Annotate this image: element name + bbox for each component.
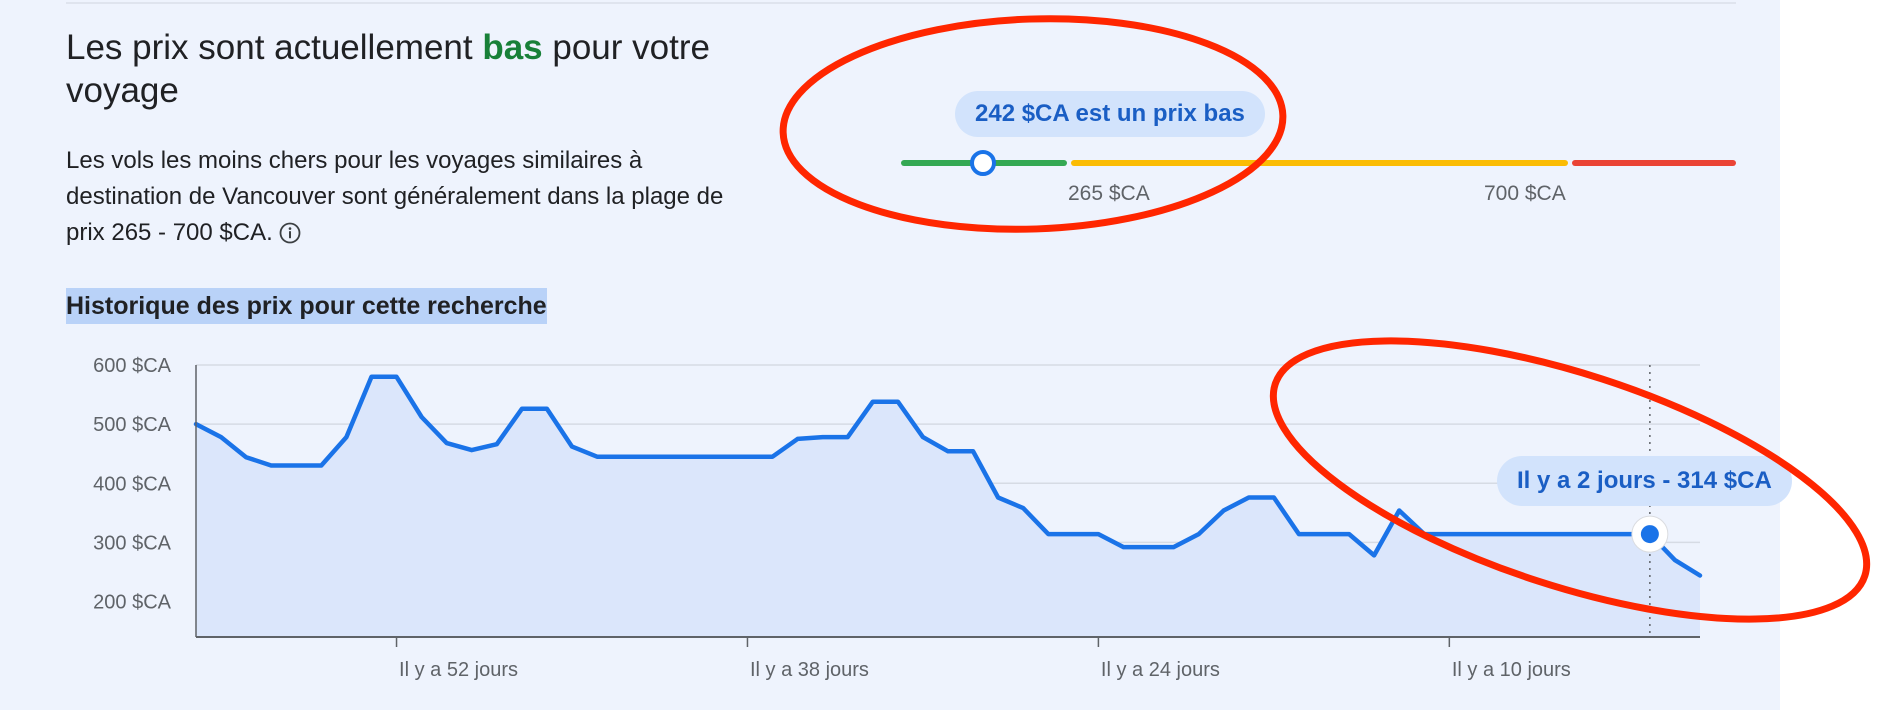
x-tick-label: Il y a 10 jours xyxy=(1452,659,1571,681)
price-range-description: Les vols les moins chers pour les voyage… xyxy=(66,143,726,251)
y-tick-label: 200 $CA xyxy=(93,592,171,614)
hover-point xyxy=(1640,525,1659,544)
divider xyxy=(66,2,1736,4)
headline-text: Les prix sont actuellement xyxy=(66,28,483,67)
y-tick-label: 400 $CA xyxy=(93,473,171,495)
x-tick-label: Il y a 38 jours xyxy=(750,659,869,681)
x-tick-label: Il y a 52 jours xyxy=(399,659,518,681)
y-tick-label: 500 $CA xyxy=(93,414,171,436)
x-tick-label: Il y a 24 jours xyxy=(1101,659,1220,681)
headline-price-level: bas xyxy=(482,28,543,67)
price-headline: Les prix sont actuellement bas pour votr… xyxy=(66,26,786,112)
price-history-title: Historique des prix pour cette recherche xyxy=(66,288,547,324)
price-history-chart[interactable]: 600 $CA 500 $CA 400 $CA 300 $CA 200 $CA Il y … xyxy=(0,0,1782,710)
chart-tooltip: Il y a 2 jours - 314 $CA xyxy=(1497,456,1792,506)
y-tick-label: 300 $CA xyxy=(93,532,171,554)
typical-price-range-bar xyxy=(1071,160,1568,166)
headline-text-end: pour votre voyage xyxy=(66,28,710,110)
high-price-range-bar xyxy=(1572,160,1736,166)
info-circle-icon[interactable] xyxy=(279,219,301,244)
y-tick-label: 600 $CA xyxy=(93,355,171,377)
high-threshold-label: 700 $CA xyxy=(1484,182,1566,205)
description-text: Les vols les moins chers pour les voyage… xyxy=(66,147,724,246)
